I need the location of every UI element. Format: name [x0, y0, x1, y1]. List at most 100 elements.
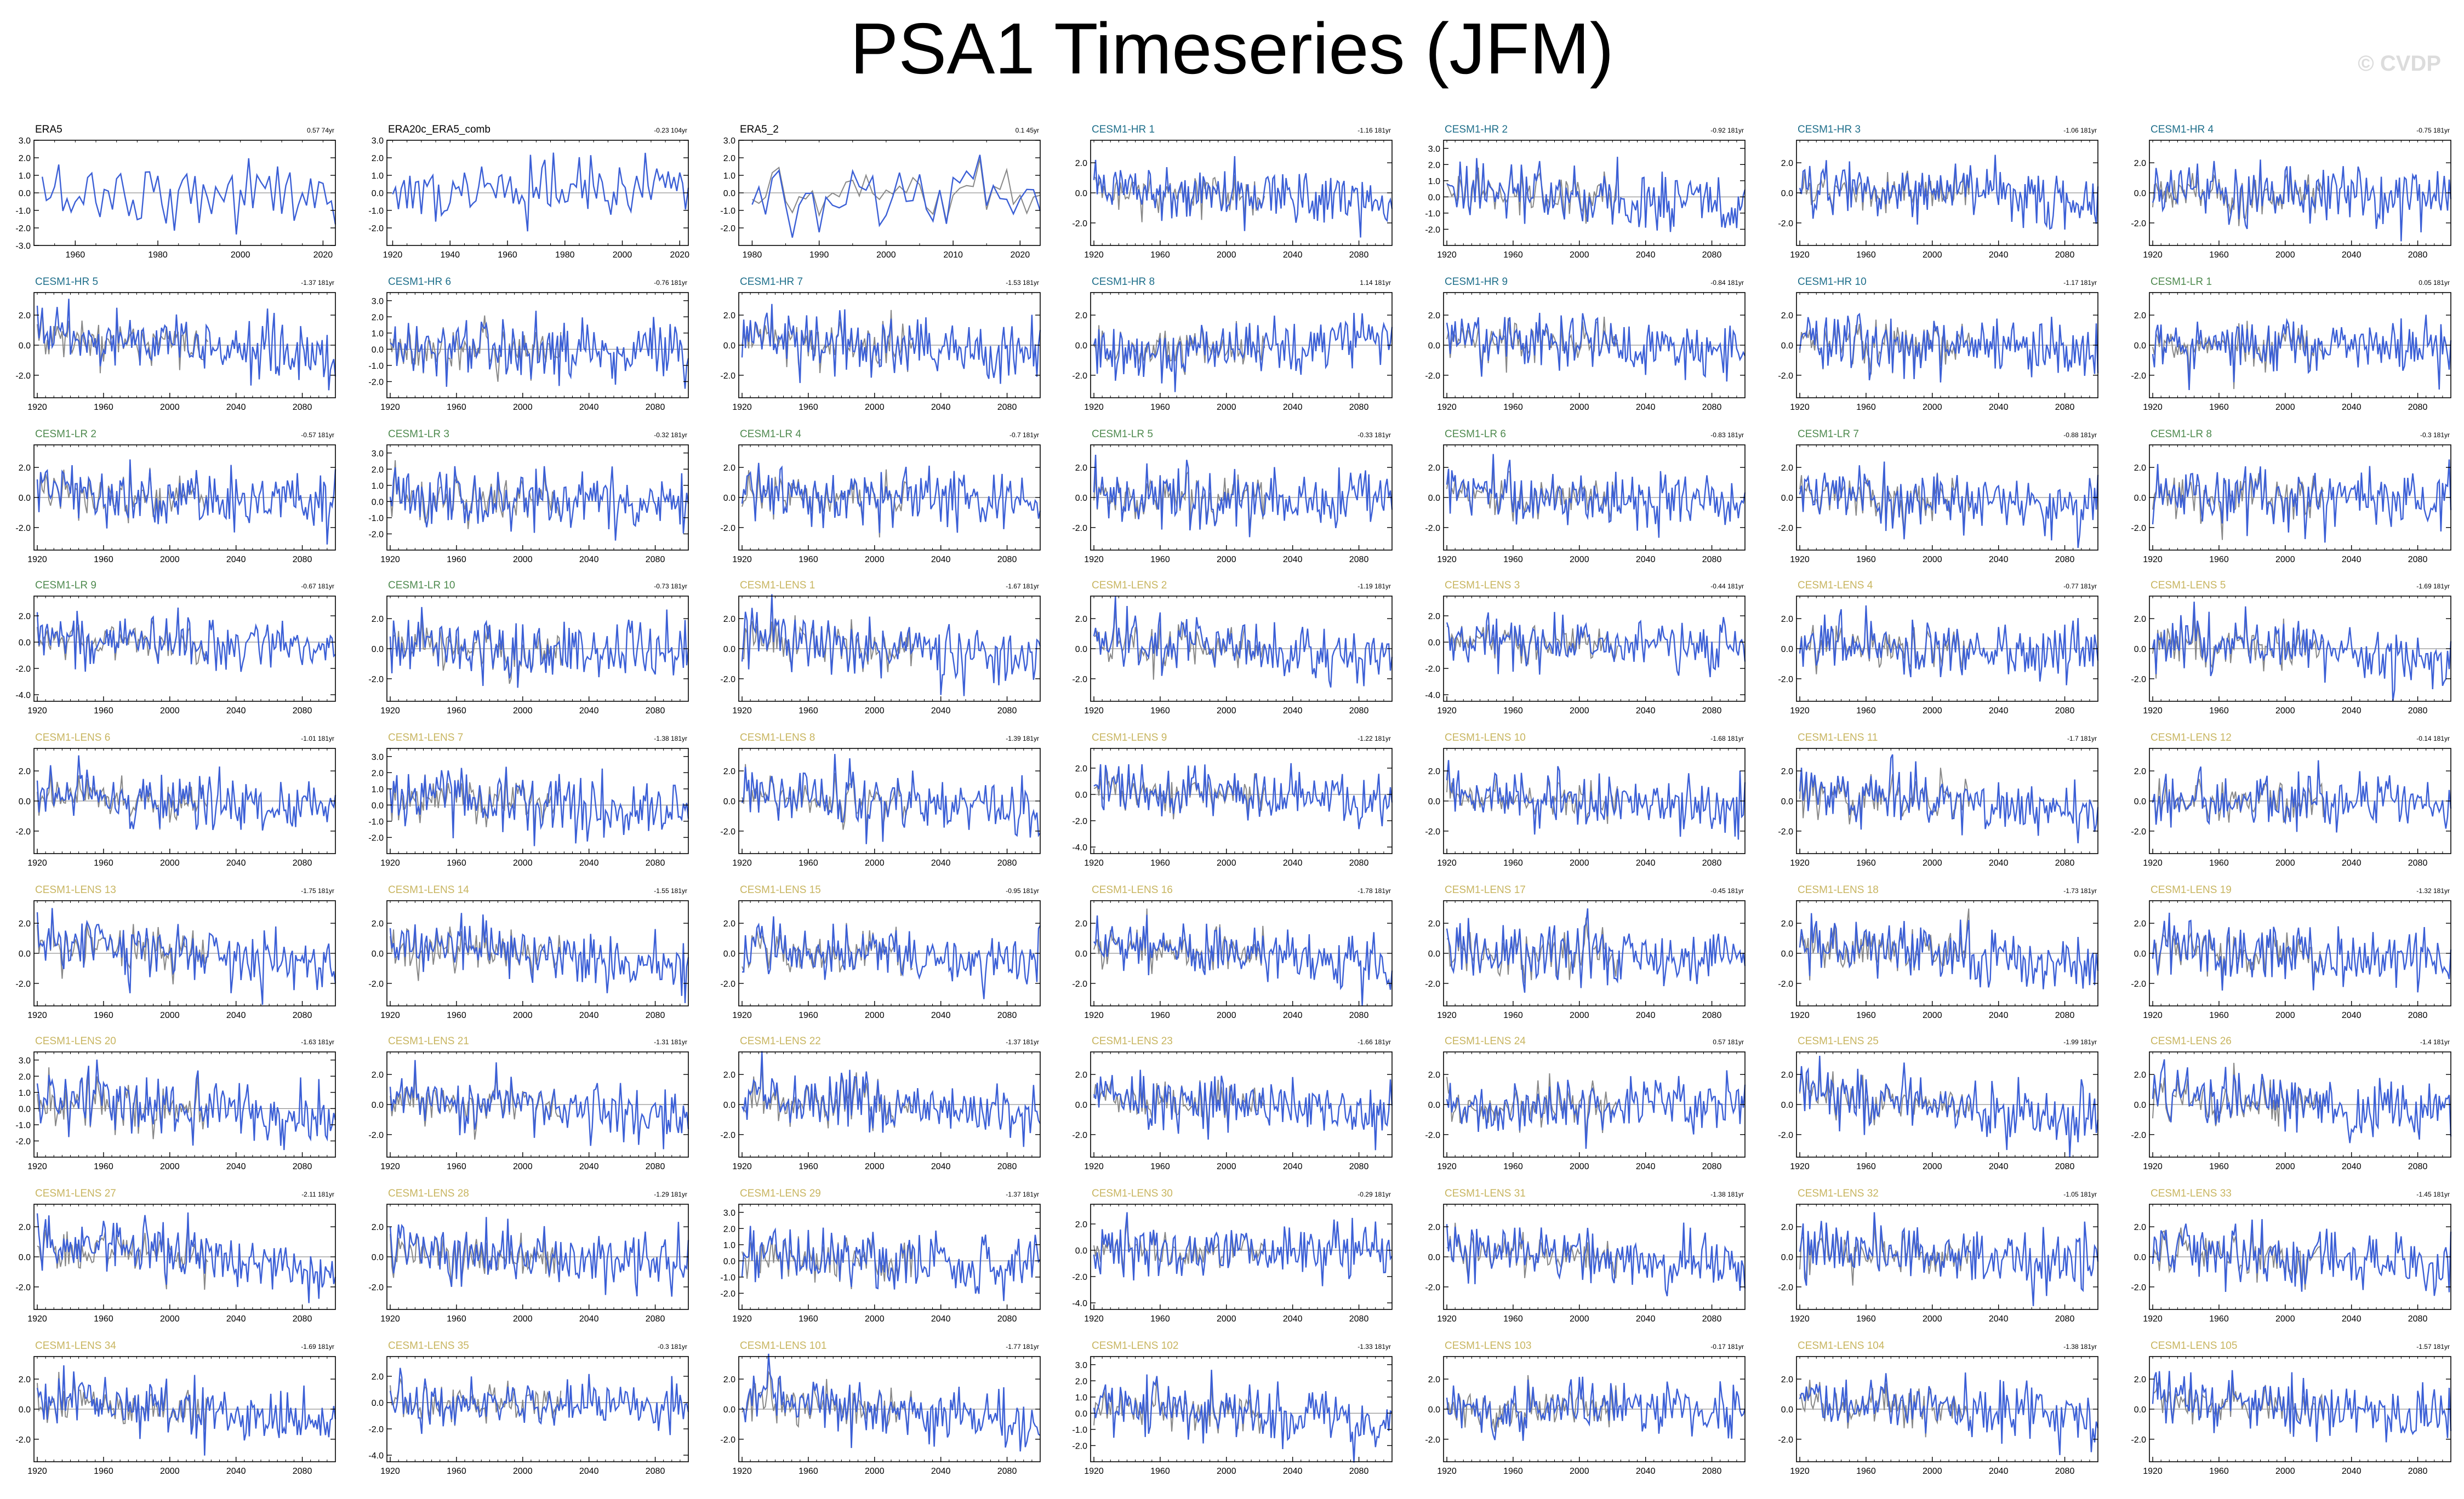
panel: CESM1-LR 3 -0.32 181yr 1920 1960 2000 2040 208… [368, 428, 689, 564]
plot-frame [33, 1051, 336, 1158]
x-tick-label: 2040 [1636, 706, 1656, 716]
panel-title: CESM1-LENS 24 [1445, 1035, 1526, 1047]
x-tick-label: 1990 [809, 250, 829, 260]
x-tick-label: 2000 [160, 1011, 180, 1020]
panel-trend: -0.95 181yr [1006, 887, 1039, 895]
x-tick-label: 2080 [293, 1162, 312, 1171]
panel-trend: 0.57 74yr [307, 127, 334, 134]
y-tick-label: 2.0 [723, 464, 735, 473]
series-line [1093, 454, 1393, 537]
panel: ERA5_2 0.1 45yr 1980 1990 2000 2010 2020 3.0 2.0… [720, 124, 1041, 260]
y-tick-label: -2.0 [2131, 827, 2146, 837]
x-tick-label: 1920 [380, 859, 400, 868]
x-tick-label: 2040 [1636, 859, 1656, 868]
y-tick-label: 2.0 [372, 615, 384, 624]
obs-series-line [1093, 609, 1265, 680]
panel-title: CESM1-LENS 27 [35, 1188, 116, 1199]
x-tick-label: 2000 [231, 250, 250, 260]
y-tick-label: 0.0 [19, 341, 31, 351]
x-tick-label: 2000 [876, 250, 896, 260]
series-line [741, 1051, 1041, 1147]
y-tick-label: 0.0 [19, 1253, 31, 1262]
x-tick-label: 2000 [513, 1011, 533, 1020]
panel-trend: -0.23 104yr [654, 127, 687, 134]
x-tick-label: 2040 [1636, 555, 1656, 564]
x-tick-label: 1920 [1084, 859, 1104, 868]
y-tick-label: 0.0 [723, 949, 735, 959]
y-tick-label: 2.0 [2134, 159, 2146, 168]
x-tick-label: 1960 [447, 403, 466, 412]
series-line [2152, 602, 2452, 702]
y-tick-label: -2.0 [1072, 524, 1087, 533]
x-tick-label: 1960 [798, 555, 818, 564]
y-tick-label: 2.0 [372, 313, 384, 322]
panel: CESM1-LENS 22 -1.37 181yr 1920 1960 2000 2040… [720, 1035, 1041, 1171]
panel-title: CESM1-LR 6 [1445, 428, 1506, 440]
y-tick-label: 0.0 [1781, 1101, 1793, 1110]
y-tick-label: 2.0 [19, 919, 31, 929]
x-tick-label: 2080 [293, 1314, 312, 1324]
panel-title: CESM1-LENS 2 [1092, 580, 1167, 591]
panel-title: CESM1-HR 3 [1798, 124, 1861, 135]
series-line [389, 766, 689, 846]
y-tick-label: 0.0 [1781, 189, 1793, 198]
series-line [1446, 157, 1746, 232]
x-tick-label: 2000 [160, 403, 180, 412]
panel-title: CESM1-LR 5 [1092, 428, 1153, 440]
panel-title: CESM1-LR 10 [388, 580, 455, 591]
y-tick-label: -2.0 [1425, 665, 1440, 674]
x-tick-label: 2000 [1923, 555, 1942, 564]
obs-series-line [751, 159, 1041, 221]
y-tick-label: 0.0 [19, 1105, 31, 1114]
series-line [389, 1217, 689, 1297]
panel: CESM1-LENS 24 0.57 181yr 1920 1960 2000 2040 2… [1425, 1035, 1746, 1171]
plot-frame [1090, 748, 1393, 854]
y-tick-label: 0.0 [19, 494, 31, 503]
panel-title: CESM1-HR 4 [2151, 124, 2214, 135]
y-tick-label: 3.0 [372, 449, 384, 459]
x-tick-label: 2040 [1989, 1162, 2009, 1171]
x-tick-label: 1920 [1790, 706, 1810, 716]
y-tick-label: -2.0 [2131, 524, 2146, 533]
x-tick-label: 2040 [226, 1314, 246, 1324]
y-tick-label: 2.0 [2134, 464, 2146, 473]
series-line [2152, 1059, 2452, 1143]
x-tick-label: 2080 [2055, 403, 2075, 412]
x-tick-label: 1960 [498, 250, 517, 260]
panel-title: CESM1-LENS 7 [388, 732, 463, 743]
panel-title: CESM1-LR 9 [35, 580, 96, 591]
panel: CESM1-LENS 5 -1.69 181yr 1920 1960 2000 2040 2… [2131, 580, 2452, 716]
series-line [741, 462, 1041, 533]
series-line [1446, 1070, 1746, 1149]
panel-title: CESM1-LENS 28 [388, 1188, 469, 1199]
x-tick-label: 1960 [798, 859, 818, 868]
y-tick-label: -2.0 [1072, 1131, 1087, 1140]
x-tick-label: 2040 [1283, 859, 1303, 868]
y-tick-label: 2.0 [1428, 767, 1440, 776]
x-tick-label: 2040 [1636, 1011, 1656, 1020]
x-tick-label: 2000 [513, 859, 533, 868]
x-tick-label: 2080 [1349, 250, 1369, 260]
y-tick-label: 2.0 [372, 154, 384, 163]
x-tick-label: 2080 [2055, 1011, 2075, 1020]
x-tick-label: 2040 [1636, 1162, 1656, 1171]
x-tick-label: 2080 [1702, 859, 1722, 868]
x-tick-label: 1960 [1150, 706, 1170, 716]
panel-trend: -0.44 181yr [1710, 582, 1744, 590]
panel: CESM1-LR 8 -0.3 181yr 1920 1960 2000 2040 2080… [2131, 428, 2452, 564]
x-tick-label: 2040 [579, 706, 599, 716]
y-tick-label: -3.0 [15, 242, 31, 251]
x-tick-label: 1960 [94, 1011, 113, 1020]
x-tick-label: 1960 [94, 859, 113, 868]
panel-title: CESM1-LENS 11 [1798, 732, 1878, 743]
panel-title: CESM1-LR 1 [2151, 276, 2212, 288]
y-tick-label: -1.0 [368, 817, 384, 827]
x-tick-label: 1920 [1084, 555, 1104, 564]
x-tick-label: 1920 [1084, 706, 1104, 716]
y-tick-label: 0.0 [1781, 949, 1793, 959]
obs-series-line [742, 1063, 914, 1131]
panel-title: CESM1-LR 3 [388, 428, 449, 440]
x-tick-label: 2000 [1217, 706, 1236, 716]
x-tick-label: 1940 [440, 250, 460, 260]
y-tick-label: 0.0 [2134, 494, 2146, 503]
